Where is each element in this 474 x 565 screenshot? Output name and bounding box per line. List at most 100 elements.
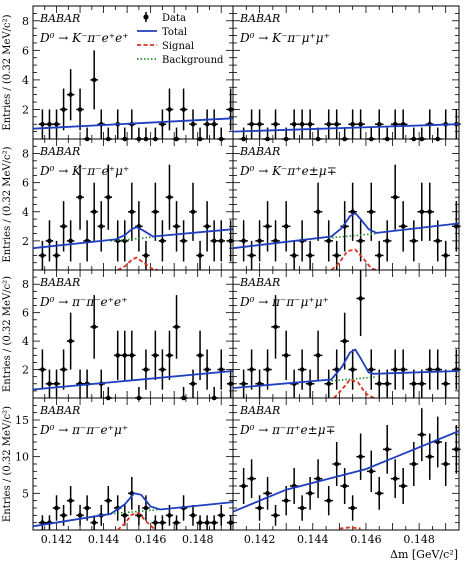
data-point xyxy=(265,224,270,229)
data-point xyxy=(376,381,382,387)
legend-label: Signal xyxy=(162,41,194,52)
y-tick-label: 2 xyxy=(22,235,29,248)
data-point xyxy=(427,209,433,215)
data-point xyxy=(307,381,313,387)
data-point xyxy=(190,381,196,387)
data-point xyxy=(307,121,313,127)
legend-label: Background xyxy=(162,55,224,66)
data-point xyxy=(153,520,158,525)
x-tick-label: 0.142 xyxy=(244,533,276,546)
experiment-label: BABAR xyxy=(39,404,80,417)
data-point xyxy=(400,367,406,372)
experiment-label: BABAR xyxy=(239,145,280,158)
data-point xyxy=(197,520,203,525)
data-point xyxy=(358,296,363,301)
data-point xyxy=(315,476,321,481)
legend-data-marker xyxy=(143,14,149,20)
data-point xyxy=(218,513,224,518)
panel-6: 5 10 15 BABAR D⁰ → π⁻π⁻e⁺μ⁺ xyxy=(15,397,235,531)
signal-curve xyxy=(330,248,377,271)
x-tick-label: 0.142 xyxy=(41,533,73,546)
data-point xyxy=(283,498,289,503)
data-point xyxy=(392,367,398,372)
data-point xyxy=(326,238,332,244)
total-curve xyxy=(232,430,460,513)
data-point xyxy=(435,367,441,372)
data-point xyxy=(368,469,374,474)
data-point xyxy=(376,121,382,127)
data-point xyxy=(358,238,363,244)
data-point xyxy=(400,483,406,489)
data-point xyxy=(368,209,374,215)
signal-curve xyxy=(117,256,158,271)
x-tick-label: 0.146 xyxy=(135,533,167,546)
legend-label: Data xyxy=(162,13,186,24)
y-tick-label: 6 xyxy=(22,177,29,190)
data-point xyxy=(228,238,233,244)
data-point xyxy=(273,121,278,127)
data-point xyxy=(299,121,305,127)
data-point xyxy=(218,238,224,244)
data-point xyxy=(54,121,59,127)
data-point xyxy=(249,121,254,127)
data-point xyxy=(326,121,332,127)
data-point xyxy=(384,447,390,452)
data-point xyxy=(249,476,254,481)
data-point xyxy=(197,353,203,358)
y-tick-label: 4 xyxy=(22,335,29,348)
signal-curve xyxy=(339,526,361,530)
data-point xyxy=(98,224,104,229)
data-point xyxy=(334,461,339,467)
data-point xyxy=(204,121,210,127)
data-point xyxy=(68,498,73,503)
data-point xyxy=(160,367,165,372)
signal-curve xyxy=(333,378,375,399)
data-point xyxy=(54,253,59,258)
data-point xyxy=(105,498,111,503)
data-point xyxy=(411,381,417,387)
y-tick-label: 8 xyxy=(22,15,29,28)
data-point xyxy=(61,367,66,372)
data-point xyxy=(307,491,313,496)
data-point xyxy=(358,454,363,459)
data-point xyxy=(350,367,355,372)
data-point xyxy=(211,238,217,244)
data-point xyxy=(241,381,246,387)
data-point xyxy=(350,209,355,215)
y-tick-label: 6 xyxy=(22,44,29,57)
data-point xyxy=(129,209,135,215)
data-point xyxy=(68,238,73,244)
data-point xyxy=(419,381,425,387)
data-point xyxy=(427,454,433,459)
data-point xyxy=(427,367,433,372)
panel-3: BABAR D⁰ → K⁻π⁺e±μ∓ xyxy=(232,138,461,271)
total-curve xyxy=(32,492,234,528)
data-point xyxy=(265,367,270,372)
decay-label: D⁰ → K⁻π⁻e⁺μ⁺ xyxy=(39,164,129,178)
data-point xyxy=(77,513,83,518)
data-point xyxy=(47,121,52,127)
data-point xyxy=(47,381,52,387)
data-point xyxy=(342,338,347,344)
data-point xyxy=(47,238,52,244)
total-curve xyxy=(232,348,460,389)
x-tick-label: 0.148 xyxy=(182,533,214,546)
data-point xyxy=(122,513,128,518)
data-point xyxy=(419,432,425,437)
data-point xyxy=(392,476,398,481)
data-point xyxy=(143,505,149,511)
panel-5: BABAR D⁰ → π⁻π⁻μ⁺μ⁺ xyxy=(232,269,461,399)
data-point xyxy=(40,253,45,258)
panel-2: 2 4 6 8 BABAR D⁰ → K⁻π⁻e⁺μ⁺ xyxy=(22,138,235,271)
data-point xyxy=(91,209,97,215)
y-axis-label: Entries / (0.32 MeV/c²) xyxy=(2,276,13,392)
data-point xyxy=(334,121,339,127)
y-tick-label: 4 xyxy=(22,74,29,87)
data-point xyxy=(190,121,196,127)
panel-1: BABAR D⁰ → K⁻π⁻μ⁺μ⁺ xyxy=(232,5,461,142)
y-axis-label: Entries / (0.32 MeV/c²) xyxy=(2,406,13,522)
data-point xyxy=(228,520,233,525)
data-point xyxy=(392,194,398,200)
data-point xyxy=(291,121,297,127)
